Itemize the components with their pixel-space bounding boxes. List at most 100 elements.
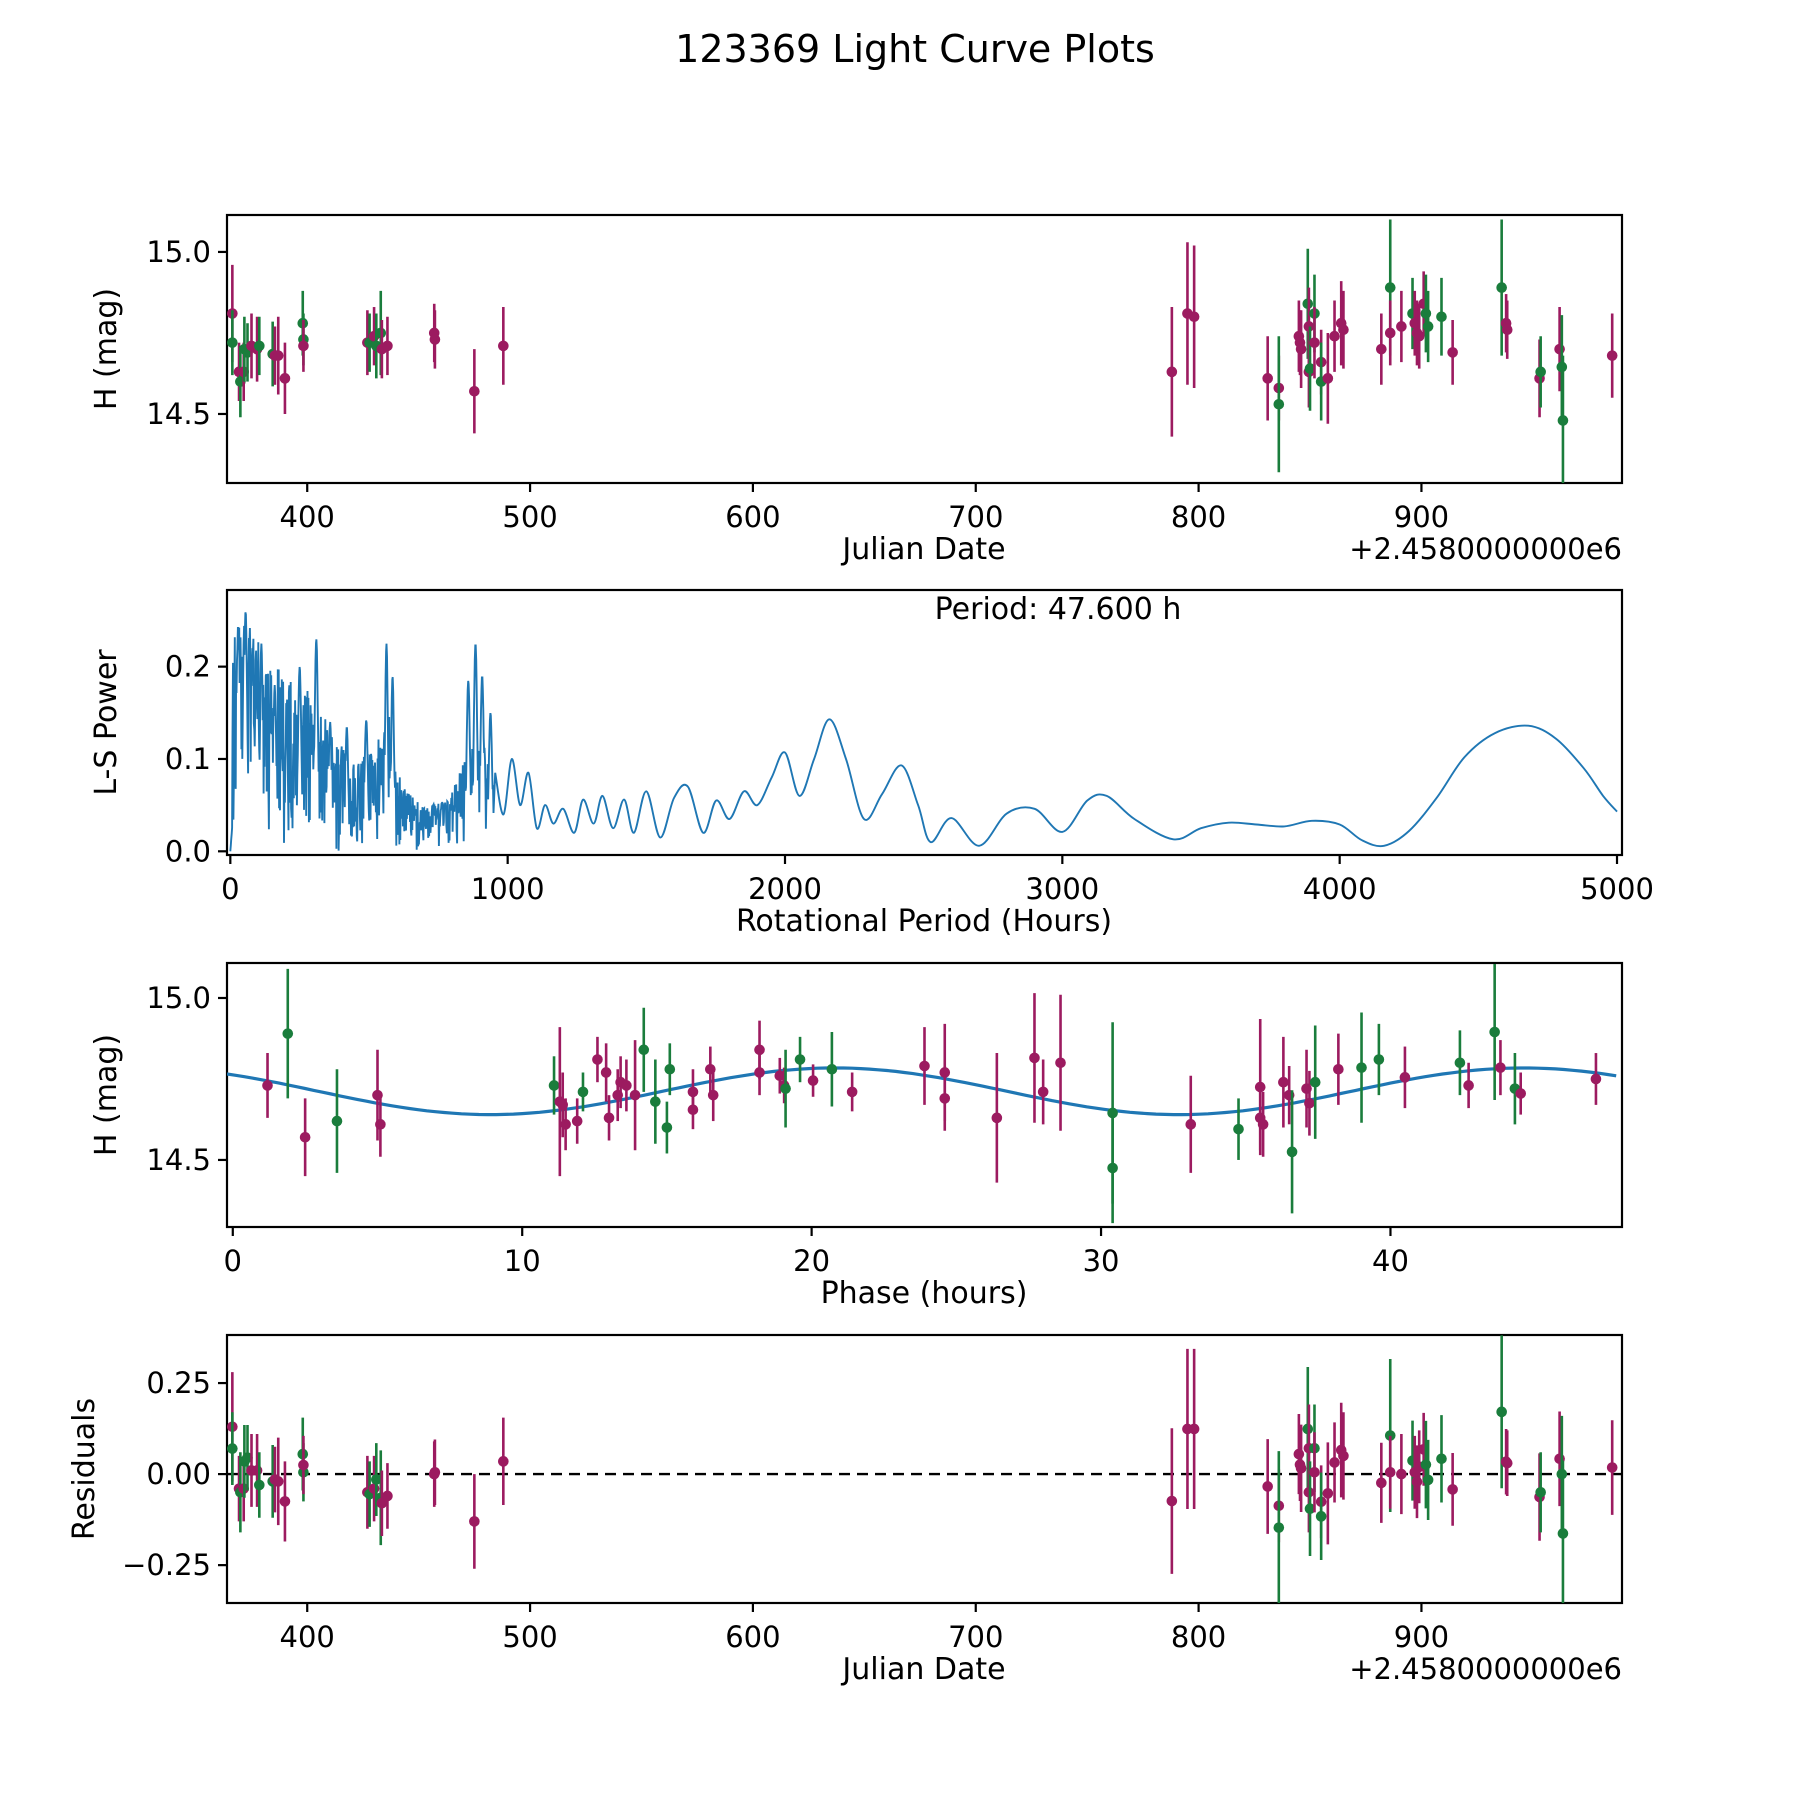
x-tick-label: 900 [1394, 500, 1449, 534]
data-point [1055, 1057, 1066, 1069]
data-point [1496, 1406, 1507, 1418]
data-point [298, 1459, 309, 1471]
data-point [1322, 373, 1334, 384]
x-tick-label: 700 [948, 1620, 1003, 1654]
data-point [299, 1131, 311, 1143]
y-axis-label: L-S Power [89, 649, 124, 796]
y-tick-label: 14.5 [146, 1143, 211, 1177]
data-point [1309, 1076, 1321, 1088]
data-point [1373, 1054, 1385, 1065]
x-tick-label: 700 [948, 500, 1003, 534]
data-point [1029, 1052, 1040, 1064]
y-tick-label: 0.00 [146, 1457, 211, 1491]
data-point [1273, 398, 1285, 410]
data-point [1557, 1528, 1569, 1539]
panel-periodogram-frame [225, 588, 1624, 857]
data-point [1315, 1511, 1327, 1522]
data-point [1376, 1477, 1387, 1489]
data-point [375, 1119, 386, 1130]
y-tick-label: −0.25 [122, 1548, 211, 1582]
data-point [807, 1075, 819, 1086]
x-tick-label: 0 [221, 872, 239, 906]
data-point [1329, 330, 1340, 342]
x-tick-label: 5000 [1580, 872, 1654, 906]
x-axis-label: Rotational Period (Hours) [736, 904, 1112, 939]
x-tick-label: 500 [502, 500, 557, 534]
data-point [1606, 350, 1618, 361]
data-point [1304, 1503, 1316, 1514]
data-point [1606, 1462, 1618, 1473]
data-point [629, 1089, 641, 1101]
x-tick-label: 500 [502, 1620, 557, 1654]
x-tick-label: 900 [1394, 1620, 1449, 1654]
data-point [282, 1028, 294, 1039]
data-point [272, 1476, 284, 1487]
x-axis-label: Phase (hours) [821, 1276, 1028, 1311]
data-point [1399, 1072, 1411, 1083]
data-point [919, 1060, 930, 1072]
panel-periodogram: 0 1000 2000 3000 4000 5000 0.0 0.1 0.2 L-S Power R… [89, 588, 1654, 939]
x-axis-offset-label: +2.4580000000e6 [1349, 532, 1622, 566]
data-point [991, 1112, 1003, 1124]
data-point [1411, 1476, 1423, 1488]
data-point [1185, 1119, 1197, 1130]
panel-jd_mag: 400 500 600 700 800 900 15.0 14.5 H (mag) Julian … [89, 213, 1624, 567]
data-point [498, 1456, 509, 1467]
data-point [1463, 1080, 1474, 1091]
y-axis-label: Residuals [67, 1398, 102, 1540]
data-point [1257, 1119, 1269, 1130]
data-point [1535, 1487, 1546, 1498]
data-point [1107, 1162, 1118, 1174]
data-point [1384, 282, 1396, 293]
data-point [227, 1443, 238, 1454]
data-point [279, 373, 291, 384]
residual-errorbar-series [227, 1335, 1618, 1603]
x-tick-label: 400 [280, 500, 335, 534]
data-point [560, 1119, 571, 1130]
data-point [1396, 321, 1407, 332]
data-point [1037, 1086, 1049, 1098]
data-point [1295, 1462, 1307, 1474]
panel-phase: 0 10 20 30 40 15.0 14.5 H (mag) Phase (hours) [89, 961, 1624, 1311]
data-point [1322, 1488, 1334, 1499]
data-point [754, 1067, 765, 1078]
data-point [382, 1490, 393, 1502]
x-tick-label: 600 [725, 1620, 780, 1654]
data-point [1420, 1459, 1432, 1470]
y-axis-label: H (mag) [89, 288, 124, 410]
figure-title: 123369 Light Curve Plots [675, 27, 1155, 71]
data-point [1233, 1123, 1244, 1135]
data-point [1286, 1146, 1298, 1158]
x-tick-label: 1000 [471, 872, 545, 906]
data-point [254, 340, 265, 352]
x-tick-label: 800 [1171, 500, 1226, 534]
data-point [1454, 1057, 1466, 1069]
data-point [251, 1465, 263, 1476]
data-point [1262, 1481, 1273, 1492]
data-point [1590, 1073, 1602, 1085]
data-point [774, 1070, 786, 1082]
y-axis-label: H (mag) [89, 1034, 124, 1156]
period-annotation: Period: 47.600 h [935, 592, 1182, 627]
data-point [1495, 1062, 1506, 1073]
data-point [1436, 1453, 1447, 1465]
panel-phase-frame [225, 961, 1624, 1229]
y-tick-label: 0.2 [165, 650, 211, 684]
y-tick-label: 0.25 [146, 1366, 211, 1400]
data-point [1356, 1062, 1367, 1073]
data-point [429, 1466, 441, 1478]
data-point [603, 1112, 615, 1124]
data-point [548, 1080, 560, 1091]
sinusoid-fit-curve [227, 1066, 1617, 1117]
data-point [1304, 1097, 1315, 1109]
x-tick-label: 400 [280, 1620, 335, 1654]
data-point [600, 1067, 612, 1078]
periodogram-line [229, 612, 1618, 852]
data-point [650, 1096, 661, 1107]
data-point [571, 1115, 583, 1127]
data-point [1447, 347, 1458, 358]
y-tick-label: 14.5 [146, 397, 211, 431]
data-point [1396, 1468, 1407, 1480]
